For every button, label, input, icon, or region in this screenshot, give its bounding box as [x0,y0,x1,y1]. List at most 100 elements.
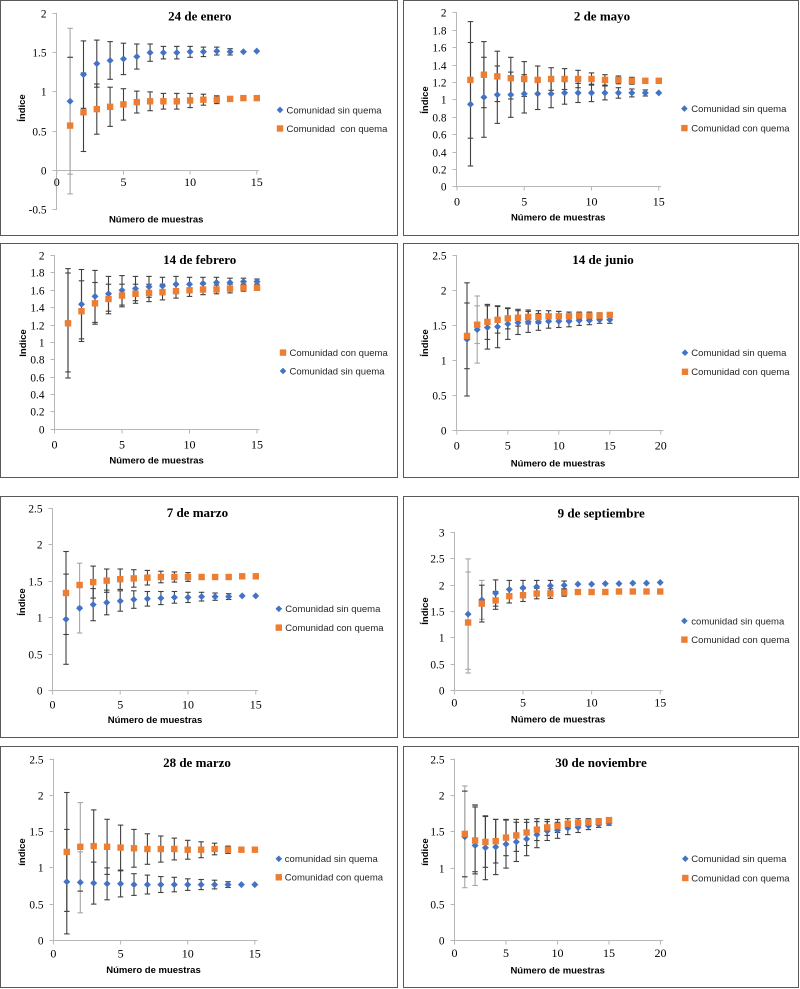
svg-text:15: 15 [250,698,262,712]
svg-text:2: 2 [441,285,447,297]
svg-text:Índice: Índice [420,329,431,356]
svg-text:0: 0 [439,935,445,947]
svg-text:Número de muestras: Número de muestras [109,456,204,467]
svg-text:15: 15 [251,175,263,189]
svg-text:índice: índice [17,838,28,865]
svg-text:Índice: Índice [420,86,431,113]
svg-text:0.2: 0.2 [30,406,44,418]
svg-text:1: 1 [439,632,445,644]
svg-text:1.6: 1.6 [30,285,44,297]
svg-text:5: 5 [117,698,123,712]
svg-text:5: 5 [118,947,124,961]
svg-text:24 de enero: 24 de enero [168,8,231,23]
svg-text:Número de muestras: Número de muestras [511,459,606,470]
svg-text:0: 0 [50,698,56,712]
svg-text:Índice: Índice [17,94,28,121]
svg-text:Comunidad sin quema: Comunidad sin quema [287,105,383,116]
svg-text:0.4: 0.4 [30,389,44,401]
svg-text:comunidad sin quema: comunidad sin quema [285,854,379,865]
svg-text:5: 5 [505,439,511,453]
svg-text:0.6: 0.6 [432,129,446,141]
svg-text:Comunidad sin quema: Comunidad sin quema [285,604,381,615]
svg-text:15: 15 [604,439,616,453]
svg-text:0.5: 0.5 [432,390,446,402]
svg-text:14 de febrero: 14 de febrero [163,252,236,267]
svg-text:Comunidad sin quema: Comunidad sin quema [691,348,787,359]
svg-text:0.2: 0.2 [432,164,446,176]
svg-text:Comunidad con quema: Comunidad con quema [691,873,790,884]
svg-text:0: 0 [38,935,44,947]
svg-text:0: 0 [441,425,447,437]
svg-text:Número de muestras: Número de muestras [511,213,606,224]
svg-text:20: 20 [655,439,667,453]
svg-text:28 de marzo: 28 de marzo [163,755,231,770]
svg-text:Número de muestras: Número de muestras [109,214,204,225]
svg-text:5: 5 [520,695,526,709]
svg-text:2.5: 2.5 [432,250,446,262]
svg-text:10: 10 [184,437,196,451]
svg-text:0: 0 [454,439,460,453]
svg-text:1: 1 [37,612,43,624]
svg-text:0: 0 [452,946,458,960]
svg-text:-0.5: -0.5 [29,204,47,216]
svg-text:2: 2 [39,250,45,262]
svg-text:Comunidad con quema: Comunidad con quema [285,623,384,634]
svg-text:2.5: 2.5 [29,754,43,766]
svg-text:10: 10 [586,695,598,709]
svg-text:15: 15 [249,947,261,961]
svg-text:3: 3 [439,527,445,539]
svg-text:0: 0 [52,437,58,451]
svg-text:0: 0 [439,685,445,697]
svg-text:Número de muestras: Número de muestras [106,965,201,976]
svg-text:1.4: 1.4 [432,60,446,72]
svg-text:0: 0 [454,194,460,208]
svg-text:1: 1 [441,94,447,106]
svg-text:0: 0 [37,685,43,697]
svg-text:2: 2 [37,539,43,551]
svg-text:1.5: 1.5 [432,320,446,332]
svg-text:5: 5 [119,437,125,451]
svg-text:Número de muestras: Número de muestras [108,715,203,726]
svg-text:2.5: 2.5 [28,503,42,515]
svg-text:0.5: 0.5 [430,659,444,671]
svg-text:0.4: 0.4 [432,147,446,159]
svg-text:5: 5 [521,194,527,208]
svg-text:15: 15 [603,946,615,960]
svg-text:Comunidad con quema: Comunidad con quema [691,367,790,378]
svg-text:1: 1 [38,862,44,874]
svg-text:10: 10 [182,698,194,712]
svg-text:2.5: 2.5 [430,553,444,565]
svg-text:Comunidad sin quema: Comunidad sin quema [691,104,787,115]
svg-text:1.2: 1.2 [30,320,44,332]
svg-text:5: 5 [121,175,127,189]
svg-text:20: 20 [655,946,667,960]
svg-text:Comunidad con quema: Comunidad con quema [691,635,790,646]
svg-text:7 de marzo: 7 de marzo [167,505,228,520]
svg-text:2: 2 [439,790,445,802]
svg-text:Comunidad con quema: Comunidad con quema [290,348,389,359]
svg-text:15: 15 [654,695,666,709]
svg-text:0.8: 0.8 [30,354,44,366]
svg-text:Comunidad sin quema: Comunidad sin quema [691,854,787,865]
svg-text:1: 1 [39,337,45,349]
svg-text:Número de muestras: Número de muestras [511,714,606,725]
svg-text:0: 0 [441,181,447,193]
svg-text:1.5: 1.5 [28,576,42,588]
svg-text:0: 0 [451,695,457,709]
svg-text:0.5: 0.5 [28,649,42,661]
svg-text:1: 1 [441,355,447,367]
svg-text:2.5: 2.5 [430,754,444,766]
svg-text:Comunidad con quema: Comunidad con quema [691,124,790,135]
svg-text:1.2: 1.2 [432,77,446,89]
svg-text:10: 10 [553,439,565,453]
svg-text:10: 10 [552,946,564,960]
svg-text:2 de mayo: 2 de mayo [574,9,630,24]
svg-text:comunidad sin quema: comunidad sin quema [691,616,785,627]
svg-text:0.5: 0.5 [32,126,46,138]
svg-text:0: 0 [50,947,56,961]
svg-text:0.6: 0.6 [30,372,44,384]
svg-text:1.4: 1.4 [30,302,44,314]
svg-text:0: 0 [41,165,47,177]
svg-text:15: 15 [653,194,665,208]
svg-text:Índice: Índice [17,588,28,615]
